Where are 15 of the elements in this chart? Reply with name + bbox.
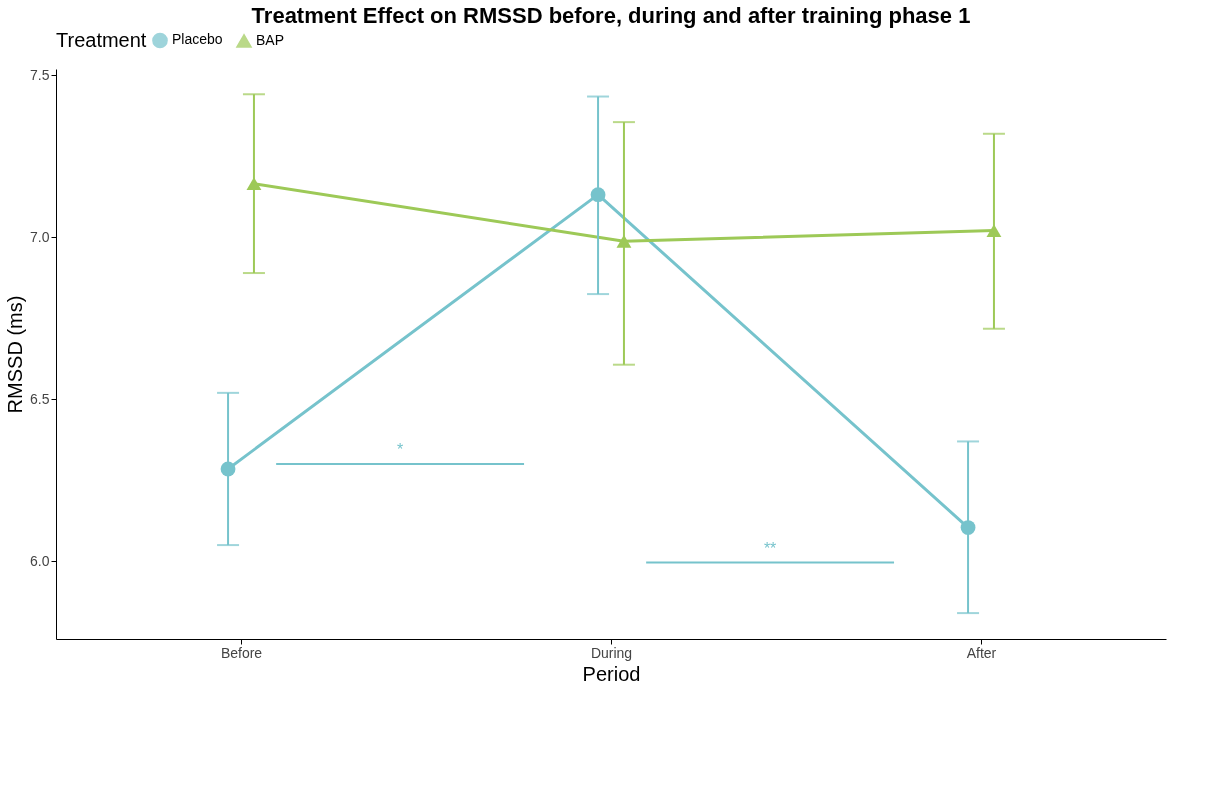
- annotation: *: [396, 440, 404, 458]
- x-tick-label: Before: [220, 644, 263, 661]
- y-axis-title: RMSSD (ms): [4, 295, 27, 414]
- x-axis-title: Period: [582, 662, 641, 685]
- chart-title: Treatment Effect on RMSSD before, during and after training phase 1: [251, 3, 971, 28]
- y-tick-label: 7.5: [30, 66, 50, 83]
- x-tick-label: After: [966, 644, 997, 661]
- legend-label: Placebo: [172, 31, 223, 48]
- y-tick-label: 6.0: [30, 552, 50, 569]
- y-tick-label: 7.0: [30, 228, 50, 245]
- annotation: **: [763, 539, 777, 557]
- legend-title: Treatment: [56, 29, 147, 51]
- legend-label: BAP: [256, 31, 285, 48]
- x-tick-label: During: [590, 644, 633, 661]
- y-tick-label: 6.5: [30, 390, 50, 407]
